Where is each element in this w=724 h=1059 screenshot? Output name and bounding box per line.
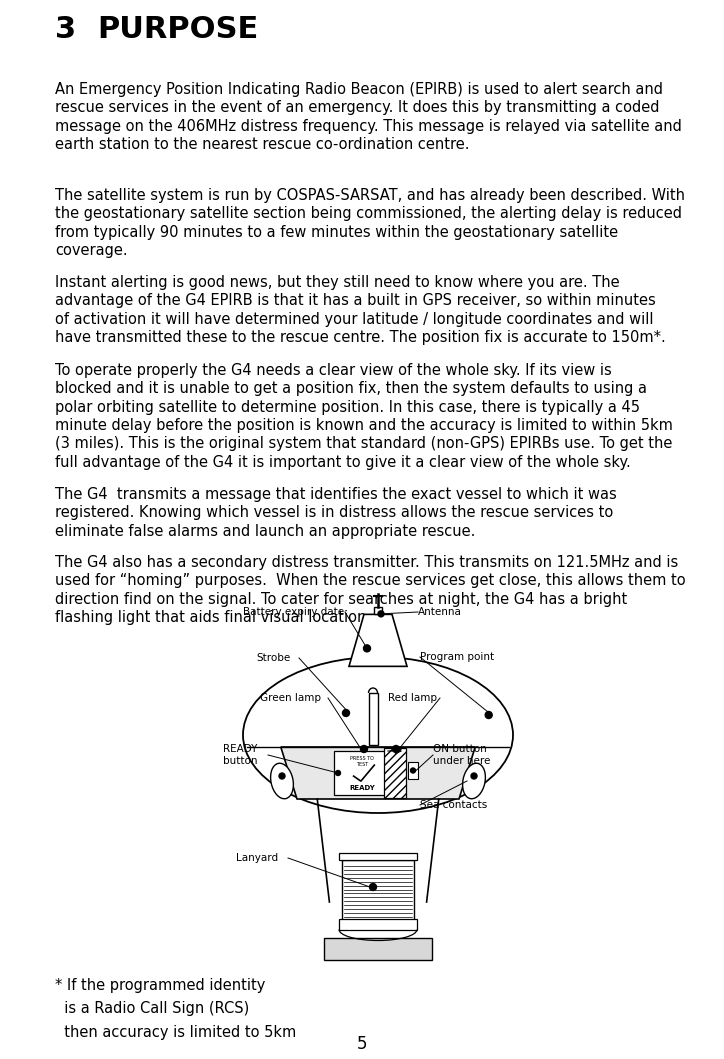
Text: 5: 5: [357, 1035, 367, 1053]
Text: * If the programmed identity: * If the programmed identity: [55, 979, 266, 993]
Text: The G4  transmits a message that identifies the exact vessel to which it was
reg: The G4 transmits a message that identifi…: [55, 487, 617, 539]
Bar: [339, 918, 417, 930]
Ellipse shape: [463, 764, 485, 798]
Circle shape: [378, 611, 384, 616]
Text: READY: READY: [349, 785, 375, 791]
Text: An Emergency Position Indicating Radio Beacon (EPIRB) is used to alert search an: An Emergency Position Indicating Radio B…: [55, 82, 682, 152]
Text: PRESS TO
TEST: PRESS TO TEST: [350, 756, 374, 767]
Circle shape: [369, 883, 376, 891]
Text: Sea contacts: Sea contacts: [420, 800, 487, 810]
Bar: [408, 762, 418, 779]
Text: Red lamp: Red lamp: [388, 693, 437, 703]
Circle shape: [363, 645, 371, 652]
Text: Instant alerting is good news, but they still need to know where you are. The
ad: Instant alerting is good news, but they …: [55, 275, 666, 345]
Ellipse shape: [271, 764, 293, 798]
Circle shape: [342, 710, 350, 717]
Bar: [369, 693, 377, 744]
Bar: [342, 860, 414, 920]
Bar: [384, 748, 406, 798]
Bar: [334, 751, 390, 795]
Text: 3: 3: [55, 15, 76, 44]
Text: ON button
under here: ON button under here: [433, 743, 490, 767]
Circle shape: [392, 746, 400, 753]
Bar: [374, 608, 382, 614]
Text: Strobe: Strobe: [256, 653, 290, 663]
Text: The satellite system is run by COSPAS-SARSAT, and has already been described. Wi: The satellite system is run by COSPAS-SA…: [55, 189, 685, 258]
Text: is a Radio Call Sign (RCS): is a Radio Call Sign (RCS): [55, 1002, 249, 1017]
Circle shape: [361, 746, 368, 753]
Circle shape: [411, 768, 416, 773]
Circle shape: [279, 773, 285, 779]
Bar: [339, 852, 417, 860]
Text: The G4 also has a secondary distress transmitter. This transmits on 121.5MHz and: The G4 also has a secondary distress tra…: [55, 555, 686, 625]
Text: Program point: Program point: [420, 652, 494, 662]
Polygon shape: [281, 747, 475, 798]
Text: then accuracy is limited to 5km: then accuracy is limited to 5km: [55, 1025, 296, 1040]
Text: Lanyard: Lanyard: [236, 852, 278, 863]
Text: Battery expiry date: Battery expiry date: [243, 607, 344, 617]
Text: PURPOSE: PURPOSE: [97, 15, 258, 44]
Polygon shape: [349, 614, 407, 666]
Text: To operate properly the G4 needs a clear view of the whole sky. If its view is
b: To operate properly the G4 needs a clear…: [55, 363, 673, 470]
Text: READY
button: READY button: [223, 743, 258, 767]
Circle shape: [335, 771, 340, 775]
Bar: [324, 938, 432, 961]
Bar: [366, 860, 390, 872]
Text: Green lamp: Green lamp: [260, 693, 321, 703]
Circle shape: [471, 773, 477, 779]
Circle shape: [485, 712, 492, 718]
Text: Antenna: Antenna: [418, 607, 462, 617]
